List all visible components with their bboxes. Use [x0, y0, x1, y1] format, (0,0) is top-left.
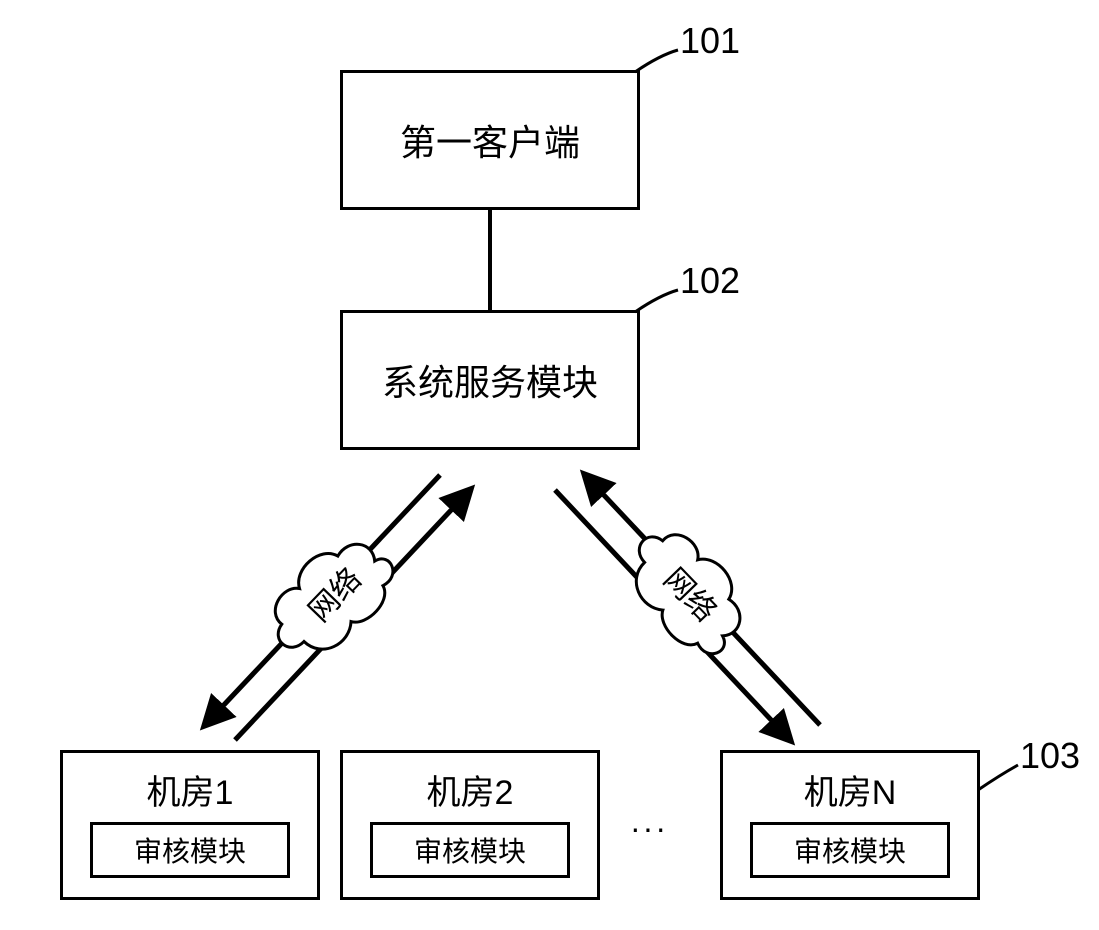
network-label-left: 网络	[303, 562, 368, 628]
audit-module-box-1: 审核模块	[90, 822, 290, 878]
ref-label-102: 102	[680, 260, 740, 302]
arrow-right-up	[585, 475, 820, 725]
arrow-left-up	[235, 490, 470, 740]
client-text: 第一客户端	[400, 114, 580, 166]
audit-module-text-1: 审核模块	[134, 830, 246, 870]
room-box-n: 机房N 审核模块	[720, 750, 980, 900]
client-box: 第一客户端	[340, 70, 640, 210]
audit-module-text-n: 审核模块	[794, 830, 906, 870]
ref-label-103: 103	[1020, 735, 1080, 777]
rooms-ellipsis: ···	[630, 810, 668, 847]
audit-module-box-n: 审核模块	[750, 822, 950, 878]
network-label-right: 网络	[657, 562, 722, 628]
leader-102	[635, 290, 678, 312]
network-cloud-right: 网络	[611, 514, 763, 667]
ref-label-101: 101	[680, 20, 740, 62]
leader-103	[978, 765, 1018, 790]
network-cloud-left: 网络	[255, 522, 407, 675]
room-title-1: 机房1	[147, 765, 234, 814]
audit-module-box-2: 审核模块	[370, 822, 570, 878]
room-box-1: 机房1 审核模块	[60, 750, 320, 900]
leader-101	[635, 50, 678, 72]
audit-module-text-2: 审核模块	[414, 830, 526, 870]
arrow-right-down	[555, 490, 790, 740]
service-text: 系统服务模块	[382, 354, 598, 406]
arrow-left-down	[205, 475, 440, 725]
service-box: 系统服务模块	[340, 310, 640, 450]
room-box-2: 机房2 审核模块	[340, 750, 600, 900]
connector-client-service	[488, 210, 492, 310]
room-title-2: 机房2	[427, 765, 514, 814]
room-title-n: 机房N	[804, 765, 897, 814]
